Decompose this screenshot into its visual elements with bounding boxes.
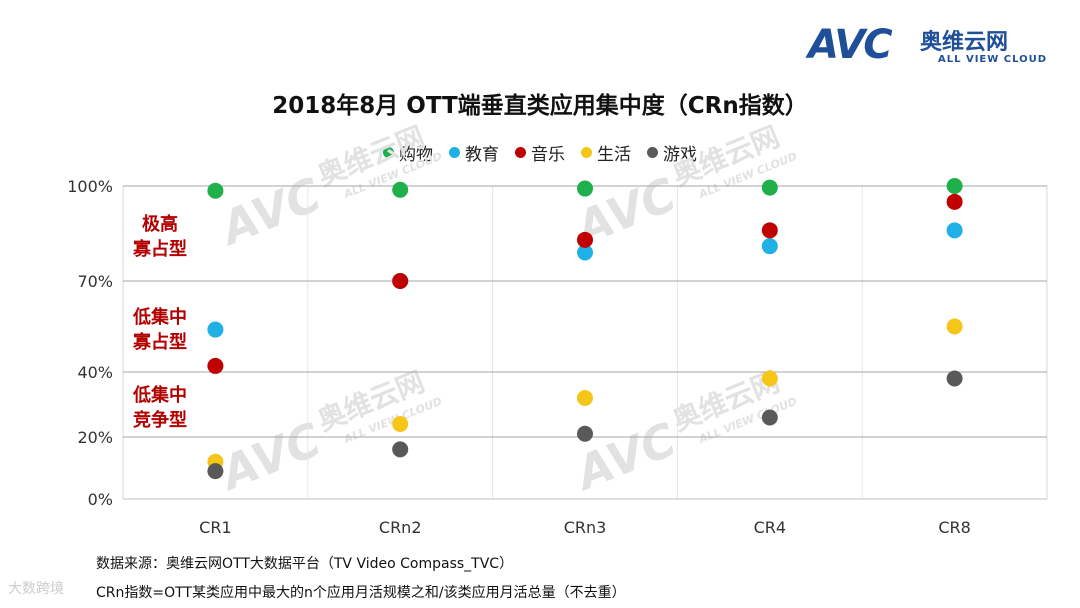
data-source-note: 数据来源：奥维云网OTT大数据平台（TV Video Compass_TVC） [96,556,514,572]
data-point [577,244,593,261]
logo-chinese-name: 奥维云网 [920,30,1009,55]
zone-label-line2: 竞争型 [133,409,187,431]
y-tick-label: 100% [67,177,113,196]
legend-marker [383,147,394,158]
logo-mark: AVC [808,22,893,68]
legend-item: 生活 [581,140,631,165]
avc-logo: AVC 奥维云网 ALL VIEW CLOUD [808,22,1058,70]
data-point [207,463,224,480]
zone-label-line1: 低集中 [132,306,187,328]
x-tick-label: CR8 [938,518,970,537]
data-point [392,441,409,458]
data-point [946,370,963,387]
legend-item: 游戏 [647,140,697,165]
legend-marker [515,147,526,158]
legend-label: 音乐 [531,145,565,165]
x-tick-label: CRn2 [379,518,422,537]
legend-label: 教育 [465,145,499,165]
data-point [946,318,963,335]
x-tick-label: CR1 [199,518,231,537]
data-point [761,222,778,239]
chart-legend: 购物 教育 音乐 生活 游戏 [0,140,1080,165]
legend-item: 教育 [449,140,499,165]
legend-marker [647,147,658,158]
data-point [761,409,778,426]
data-point [207,357,224,374]
zone-label-line1: 低集中 [132,384,187,406]
data-point [946,193,963,210]
watermark-mark: AVC [211,412,329,501]
legend-item: 音乐 [515,140,565,165]
y-tick-label: 70% [77,272,113,291]
data-point [946,178,963,194]
legend-item: 购物 [383,140,433,165]
corner-watermark: 大数跨境 [8,581,64,597]
data-point [577,425,593,442]
x-tick-label: CR4 [754,518,786,537]
data-point [761,370,778,387]
x-tick-label: CRn3 [564,518,607,537]
watermark-mark: AVC [211,167,329,256]
data-point [392,273,409,289]
data-point [207,321,224,338]
zone-label-line2: 寡占型 [132,331,187,353]
data-point [392,416,409,432]
data-point [577,180,593,197]
data-point [577,390,593,406]
y-tick-label: 20% [77,428,113,447]
data-point [392,181,409,198]
data-point [761,238,778,255]
legend-label: 游戏 [663,145,697,165]
legend-label: 生活 [597,145,631,165]
zone-label-line2: 寡占型 [132,238,187,260]
definition-note: CRn指数=OTT某类应用中最大的n个应用月活规模之和/该类应用月活总量（不去重… [96,585,626,601]
watermark-mark: AVC [566,412,684,501]
zone-label-line1: 极高 [142,213,178,235]
data-point [577,231,593,248]
data-point [761,179,778,196]
legend-marker [449,147,460,158]
y-tick-label: 40% [77,363,113,382]
logo-english-name: ALL VIEW CLOUD [938,54,1048,65]
legend-marker [581,147,592,158]
y-tick-label: 0% [88,490,113,509]
data-point [207,182,224,199]
chart-title: 2018年8月 OTT端垂直类应用集中度（CRn指数） [272,93,808,119]
data-point [946,222,963,239]
legend-label: 购物 [399,145,433,165]
